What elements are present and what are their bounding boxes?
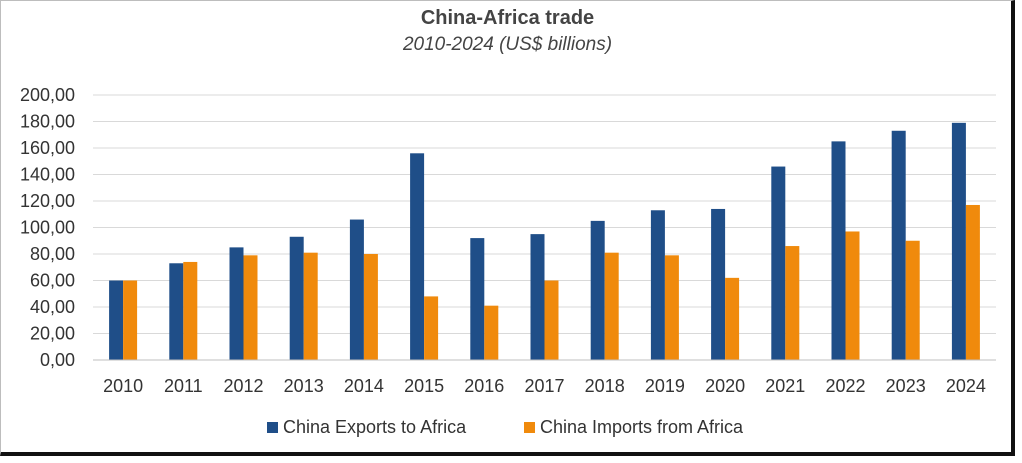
- imports-bar-2017: [544, 280, 559, 360]
- imports-bar-2010: [123, 280, 138, 360]
- y-tick-label: 180,00: [20, 112, 75, 132]
- exports-bar-2014: [349, 219, 364, 360]
- y-tick-label: 20,00: [30, 324, 75, 344]
- x-tick-label: 2024: [946, 376, 986, 396]
- y-tick-label: 160,00: [20, 138, 75, 158]
- x-tick-label: 2019: [645, 376, 685, 396]
- y-tick-label: 80,00: [30, 244, 75, 264]
- y-tick-label: 100,00: [20, 218, 75, 238]
- x-tick-label: 2016: [464, 376, 504, 396]
- imports-bar-2024: [965, 204, 980, 360]
- exports-bar-2023: [891, 130, 906, 360]
- legend-exports-label: China Exports to Africa: [283, 417, 467, 437]
- x-tick-label: 2022: [825, 376, 865, 396]
- chart-title: China-Africa trade: [420, 7, 595, 29]
- legend-imports-label: China Imports from Africa: [540, 417, 744, 437]
- exports-bar-2021: [771, 166, 786, 360]
- exports-bar-2024: [951, 122, 966, 360]
- y-tick-label: 60,00: [30, 271, 75, 291]
- exports-bar-2022: [831, 141, 846, 360]
- y-tick-label: 40,00: [30, 297, 75, 317]
- imports-bar-2016: [484, 305, 499, 360]
- imports-bar-2014: [363, 254, 378, 360]
- imports-bar-2011: [183, 261, 198, 360]
- imports-bar-2018: [604, 252, 619, 360]
- x-tick-label: 2020: [705, 376, 745, 396]
- x-tick-label: 2014: [344, 376, 384, 396]
- imports-bar-2023: [905, 240, 920, 360]
- bars: [109, 122, 980, 360]
- exports-bar-2011: [169, 263, 184, 360]
- imports-bar-2013: [303, 252, 318, 360]
- legend: China Exports to Africa China Imports fro…: [267, 417, 744, 437]
- x-tick-label: 2010: [103, 376, 143, 396]
- x-tick-label: 2013: [284, 376, 324, 396]
- imports-bar-2012: [243, 255, 258, 360]
- imports-bar-2020: [725, 277, 740, 360]
- imports-bar-2021: [785, 246, 800, 360]
- exports-bar-2013: [289, 236, 304, 360]
- chart-subtitle: 2010-2024 (US$ billions): [402, 34, 613, 55]
- exports-bar-2017: [530, 234, 545, 360]
- exports-bar-2018: [590, 220, 605, 360]
- legend-exports-swatch: [267, 422, 278, 433]
- x-axis-ticks: 2010 2011 2012 2013 2014 2015 2016 2017 2018 2019…: [103, 376, 986, 396]
- exports-bar-2015: [410, 153, 425, 360]
- exports-bar-2019: [650, 210, 665, 360]
- legend-imports-swatch: [524, 422, 535, 433]
- exports-bar-2010: [109, 280, 124, 360]
- x-tick-label: 2021: [765, 376, 805, 396]
- x-tick-label: 2018: [585, 376, 625, 396]
- y-tick-label: 140,00: [20, 165, 75, 185]
- x-tick-label: 2023: [886, 376, 926, 396]
- exports-bar-2020: [711, 208, 726, 360]
- x-tick-label: 2017: [524, 376, 564, 396]
- x-tick-label: 2011: [164, 376, 203, 396]
- imports-bar-2022: [845, 231, 860, 360]
- x-tick-label: 2015: [404, 376, 444, 396]
- y-axis-ticks: 0,00 20,00 40,00 60,00 80,00 100,00 120,00 140,…: [20, 85, 75, 370]
- y-tick-label: 120,00: [20, 191, 75, 211]
- x-tick-label: 2012: [223, 376, 263, 396]
- exports-bar-2012: [229, 247, 244, 360]
- exports-bar-2016: [470, 238, 485, 360]
- imports-bar-2015: [424, 296, 439, 360]
- y-tick-label: 0,00: [40, 350, 75, 370]
- y-tick-label: 200,00: [20, 85, 75, 105]
- imports-bar-2019: [664, 255, 679, 360]
